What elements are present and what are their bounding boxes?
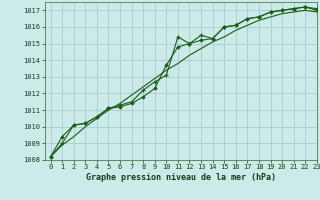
- X-axis label: Graphe pression niveau de la mer (hPa): Graphe pression niveau de la mer (hPa): [86, 173, 276, 182]
